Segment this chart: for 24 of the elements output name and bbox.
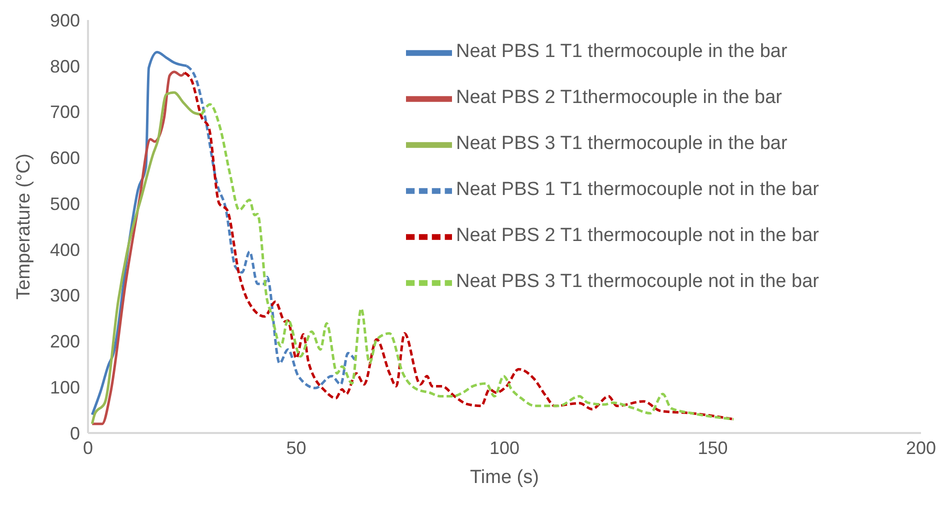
y-tick-label: 200: [50, 332, 80, 352]
x-tick-label: 100: [489, 438, 520, 458]
legend-label: Neat PBS 1 T1 thermocouple not in the bar: [456, 179, 819, 200]
line-series: [90, 91, 203, 426]
legend-label: Neat PBS 1 T1 thermocouple in the bar: [456, 41, 788, 62]
y-tick-label: 100: [50, 378, 80, 398]
x-tick-label: 150: [698, 438, 728, 458]
y-tick-label: 400: [50, 240, 80, 260]
legend-label: Neat PBS 3 T1 thermocouple not in the bar: [456, 271, 819, 292]
x-tick-label: 200: [906, 438, 936, 458]
x-tick-label: 50: [286, 438, 306, 458]
y-tick-label: 0: [70, 423, 80, 444]
y-tick-label: 900: [50, 10, 80, 30]
y-tick-label: 700: [50, 102, 80, 122]
y-tick-label: 800: [50, 56, 80, 76]
legend-label: Neat PBS 2 T1thermocouple in the bar: [456, 87, 782, 108]
legend-label: Neat PBS 2 T1 thermocouple not in the bar: [456, 225, 819, 246]
y-axis-title: Temperature (°C): [14, 154, 35, 300]
y-tick-label: 500: [50, 194, 80, 214]
legend-label: Neat PBS 3 T1 thermocouple in the bar: [456, 133, 788, 154]
y-tick-label: 300: [50, 286, 80, 306]
x-axis-title: Time (s): [470, 467, 539, 488]
x-tick-label: 0: [82, 438, 94, 458]
y-tick-label: 600: [50, 148, 80, 168]
